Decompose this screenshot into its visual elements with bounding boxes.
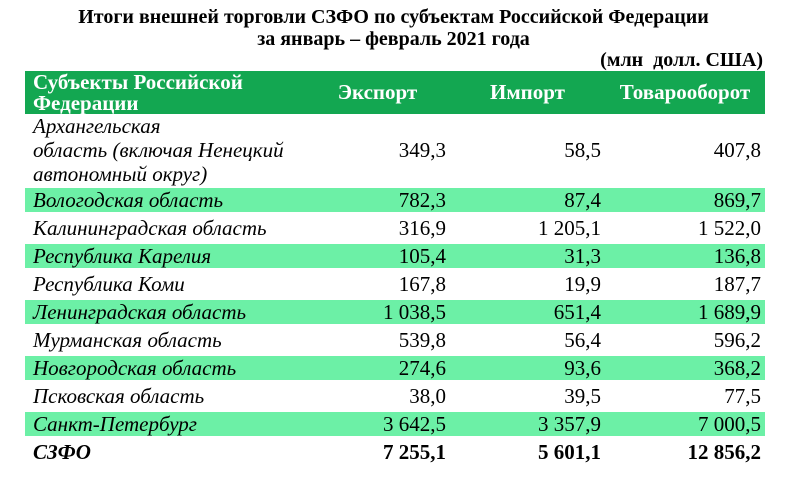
region-name-cell: Ленинградская область [33, 300, 247, 324]
export-value-cell: 1 038,5 [383, 299, 446, 324]
export-value-cell: 782,3 [398, 187, 446, 212]
table-row: Санкт-Петербург 3 642,5 3 357,9 7 000,5 [25, 410, 765, 438]
export-value-cell: 167,8 [398, 271, 446, 296]
region-name-cell: Вологодская область [33, 188, 224, 212]
import-value-cell: 1 205,1 [538, 215, 601, 240]
export-value-cell: 3 642,5 [383, 411, 446, 436]
region-name-cell: Республика Коми [33, 272, 185, 296]
region-name-cell: Мурманская область [33, 328, 222, 352]
export-value-cell: 274,6 [398, 355, 446, 380]
table-row: Псковская область 38,0 39,5 77,5 [25, 382, 765, 410]
table-row: Архангельская область (включая Ненецкий … [25, 114, 765, 186]
turnover-value-cell: 7 000,5 [698, 411, 761, 436]
turnover-value-cell: 368,2 [713, 355, 761, 380]
table-total-row: СЗФО 7 255,1 5 601,1 12 856,2 [25, 438, 765, 466]
table-row: Вологодская область 782,3 87,4 869,7 [25, 186, 765, 214]
table-header-row: Субъекты Российской Федерации Экспорт Им… [25, 71, 765, 114]
export-value-cell: 316,9 [398, 215, 446, 240]
turnover-value-cell: 596,2 [713, 327, 761, 352]
turnover-value-cell: 136,8 [713, 243, 761, 268]
col-header-turnover: Товарооборот [619, 80, 751, 104]
region-name-cell: Псковская область [33, 384, 205, 408]
import-value-cell: 651,4 [553, 299, 601, 324]
turnover-value-cell: 187,7 [713, 271, 761, 296]
import-value-cell: 93,6 [564, 355, 601, 380]
total-turnover-cell: 12 856,2 [687, 439, 762, 464]
total-name-cell: СЗФО [33, 440, 91, 464]
total-import-cell: 5 601,1 [538, 439, 601, 464]
region-name-cell: Новгородская область [33, 356, 237, 380]
region-name-cell: Архангельская область (включая Ненецкий … [33, 114, 284, 186]
title-line-1: Итоги внешней торговли СЗФО по субъектам… [78, 6, 709, 28]
export-value-cell: 539,8 [398, 327, 446, 352]
col-header-subjects: Субъекты Российской Федерации [33, 71, 243, 114]
import-value-cell: 31,3 [564, 243, 601, 268]
table-row: Мурманская область 539,8 56,4 596,2 [25, 326, 765, 354]
region-name-cell: Калининградская область [33, 216, 267, 240]
turnover-value-cell: 1 689,9 [698, 299, 761, 324]
export-value-cell: 38,0 [409, 383, 446, 408]
table-row: Ленинградская область 1 038,5 651,4 1 68… [25, 298, 765, 326]
import-value-cell: 3 357,9 [538, 411, 601, 436]
table-row: Республика Коми 167,8 19,9 187,7 [25, 270, 765, 298]
region-name-cell: Республика Карелия [33, 244, 212, 268]
export-value-cell: 105,4 [398, 243, 446, 268]
export-value-cell: 349,3 [398, 137, 446, 162]
import-value-cell: 19,9 [564, 271, 601, 296]
turnover-value-cell: 407,8 [713, 137, 761, 162]
turnover-value-cell: 869,7 [713, 187, 761, 212]
units-label: (млн долл. США) [600, 49, 763, 71]
import-value-cell: 87,4 [564, 187, 601, 212]
import-value-cell: 56,4 [564, 327, 601, 352]
table-row: Новгородская область 274,6 93,6 368,2 [25, 354, 765, 382]
import-value-cell: 58,5 [564, 137, 601, 162]
turnover-value-cell: 77,5 [724, 383, 761, 408]
col-header-import: Импорт [490, 80, 565, 104]
turnover-value-cell: 1 522,0 [698, 215, 761, 240]
table-row: Республика Карелия 105,4 31,3 136,8 [25, 242, 765, 270]
trade-table: Субъекты Российской Федерации Экспорт Им… [25, 71, 765, 466]
col-header-export: Экспорт [337, 80, 418, 104]
page-title: Итоги внешней торговли СЗФО по субъектам… [0, 0, 787, 50]
region-name-cell: Санкт-Петербург [33, 412, 197, 436]
title-line-2: за январь – февраль 2021 года [257, 28, 530, 50]
total-export-cell: 7 255,1 [383, 439, 446, 464]
table-row: Калининградская область 316,9 1 205,1 1 … [25, 214, 765, 242]
import-value-cell: 39,5 [564, 383, 601, 408]
